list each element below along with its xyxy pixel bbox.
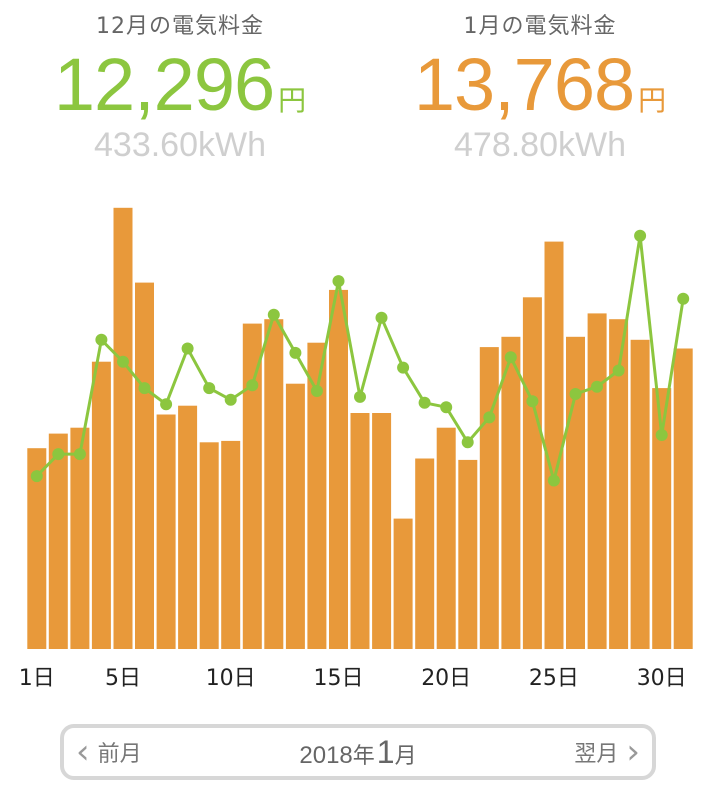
prev-month-point-day-29	[634, 229, 647, 242]
prev-month-point-day-19	[418, 396, 431, 409]
prev-month-label: 前月	[97, 742, 142, 767]
usage-bar-day-25	[544, 241, 564, 649]
usage-bar-day-26	[566, 336, 585, 649]
usage-bar-day-24	[522, 297, 542, 650]
prev-month-amount-unit: 円	[278, 84, 307, 117]
prev-month-point-day-26	[569, 388, 582, 400]
x-tick-label: 25日	[529, 666, 579, 691]
usage-bar-day-14	[307, 342, 327, 649]
usage-bar-day-21	[458, 459, 478, 649]
prev-month-point-day-10	[224, 393, 237, 406]
prev-month-point-day-25	[547, 474, 560, 487]
prev-month-point-day-14	[310, 385, 323, 397]
daily-usage-chart: 1日 5日 10日 15日 20日 25日 30日	[19, 207, 693, 691]
prev-month-summary: 12月の電気料金 12,296 円 433.60kWh	[0, 0, 360, 165]
prev-month-point-day-30	[655, 429, 668, 441]
prev-month-point-day-12	[267, 308, 280, 321]
prev-month-point-day-27	[591, 380, 603, 393]
prev-month-point-day-21	[461, 436, 474, 449]
usage-bar-day-11	[242, 323, 262, 649]
current-month-kwh: 478.80kWh	[454, 126, 626, 164]
usage-bar-day-22	[479, 347, 499, 649]
prev-month-point-day-15	[332, 275, 345, 288]
usage-bar-day-12	[264, 319, 284, 649]
prev-month-amount-value: 12,296	[53, 43, 275, 126]
usage-bar-day-6	[135, 282, 154, 649]
prev-month-point-day-20	[440, 401, 453, 414]
usage-bar-day-19	[415, 458, 435, 649]
year-value: 2018	[299, 741, 353, 769]
usage-bar-day-30	[652, 388, 672, 649]
usage-bar-day-23	[501, 336, 521, 649]
prev-month-point-day-22	[483, 411, 496, 424]
x-tick-label: 5日	[105, 666, 141, 691]
prev-month-point-day-11	[246, 379, 259, 392]
x-tick-label: 1日	[19, 666, 55, 691]
current-month-amount-unit: 円	[638, 84, 667, 117]
usage-bar-day-9	[199, 442, 219, 649]
prev-month-point-day-28	[612, 364, 625, 377]
month-suffix: 月	[394, 743, 417, 769]
usage-bar-day-7	[156, 414, 176, 649]
prev-month-point-day-18	[397, 361, 410, 374]
usage-bar-day-27	[587, 313, 607, 649]
x-tick-label: 20日	[421, 666, 471, 691]
prev-month-amount: 12,296 円	[0, 42, 360, 126]
usage-bar-day-20	[436, 427, 456, 649]
usage-bar-day-1	[27, 448, 47, 649]
usage-bar-day-31	[673, 348, 693, 649]
prev-month-point-day-6	[138, 382, 151, 395]
prev-month-point-day-7	[160, 398, 173, 411]
usage-bar-day-2	[48, 433, 68, 649]
usage-bar-day-15	[329, 289, 348, 649]
prev-month-point-day-5	[117, 355, 129, 368]
next-month-label: 翌月	[574, 742, 619, 767]
prev-month-point-day-8	[181, 342, 194, 355]
prev-month-point-day-1	[30, 470, 43, 483]
prev-month-point-day-9	[203, 382, 216, 395]
usage-bar-day-17	[372, 413, 392, 649]
usage-bar-day-10	[221, 440, 241, 649]
prev-month-point-day-3	[73, 448, 86, 461]
x-tick-label: 30日	[637, 666, 687, 691]
usage-bar-day-5	[113, 207, 133, 650]
month-navigator: ‹ 前月 2018 年 1 月 翌月 ›	[60, 724, 656, 780]
prev-month-point-day-13	[289, 346, 302, 359]
current-month-display: 2018 年 1 月	[299, 734, 416, 771]
prev-month-button[interactable]: ‹ 前月	[64, 735, 154, 769]
prev-month-point-day-31	[677, 292, 690, 305]
prev-month-point-day-23	[504, 351, 517, 364]
x-tick-label: 15日	[314, 666, 364, 691]
usage-bar-day-28	[609, 319, 629, 649]
chevron-left-icon: ‹	[76, 732, 90, 772]
usage-bar-day-8	[178, 405, 198, 649]
current-month-summary: 1月の電気料金 13,768 円 478.80kWh	[360, 0, 720, 165]
prev-month-kwh: 433.60kWh	[94, 126, 266, 164]
usage-bar-day-13	[285, 383, 305, 649]
usage-bar-day-4	[91, 361, 111, 649]
usage-bar-day-29	[630, 339, 650, 649]
prev-month-point-day-2	[52, 448, 65, 461]
next-month-button[interactable]: 翌月 ›	[562, 735, 652, 769]
chevron-right-icon: ›	[626, 732, 640, 772]
year-suffix: 年	[352, 743, 375, 769]
usage-bar-day-16	[350, 413, 370, 649]
x-tick-label: 10日	[206, 666, 256, 691]
usage-bar-day-3	[70, 427, 90, 649]
prev-month-point-day-4	[95, 333, 108, 346]
prev-month-point-day-17	[375, 311, 388, 324]
current-month-title: 1月の電気料金	[463, 14, 617, 39]
usage-bar-day-18	[393, 518, 413, 649]
current-month-amount: 13,768 円	[360, 42, 720, 126]
month-value: 1	[376, 733, 395, 770]
prev-month-point-day-24	[526, 395, 539, 408]
prev-month-title: 12月の電気料金	[96, 14, 264, 39]
prev-month-point-day-16	[354, 390, 366, 403]
current-month-amount-value: 13,768	[413, 43, 635, 126]
